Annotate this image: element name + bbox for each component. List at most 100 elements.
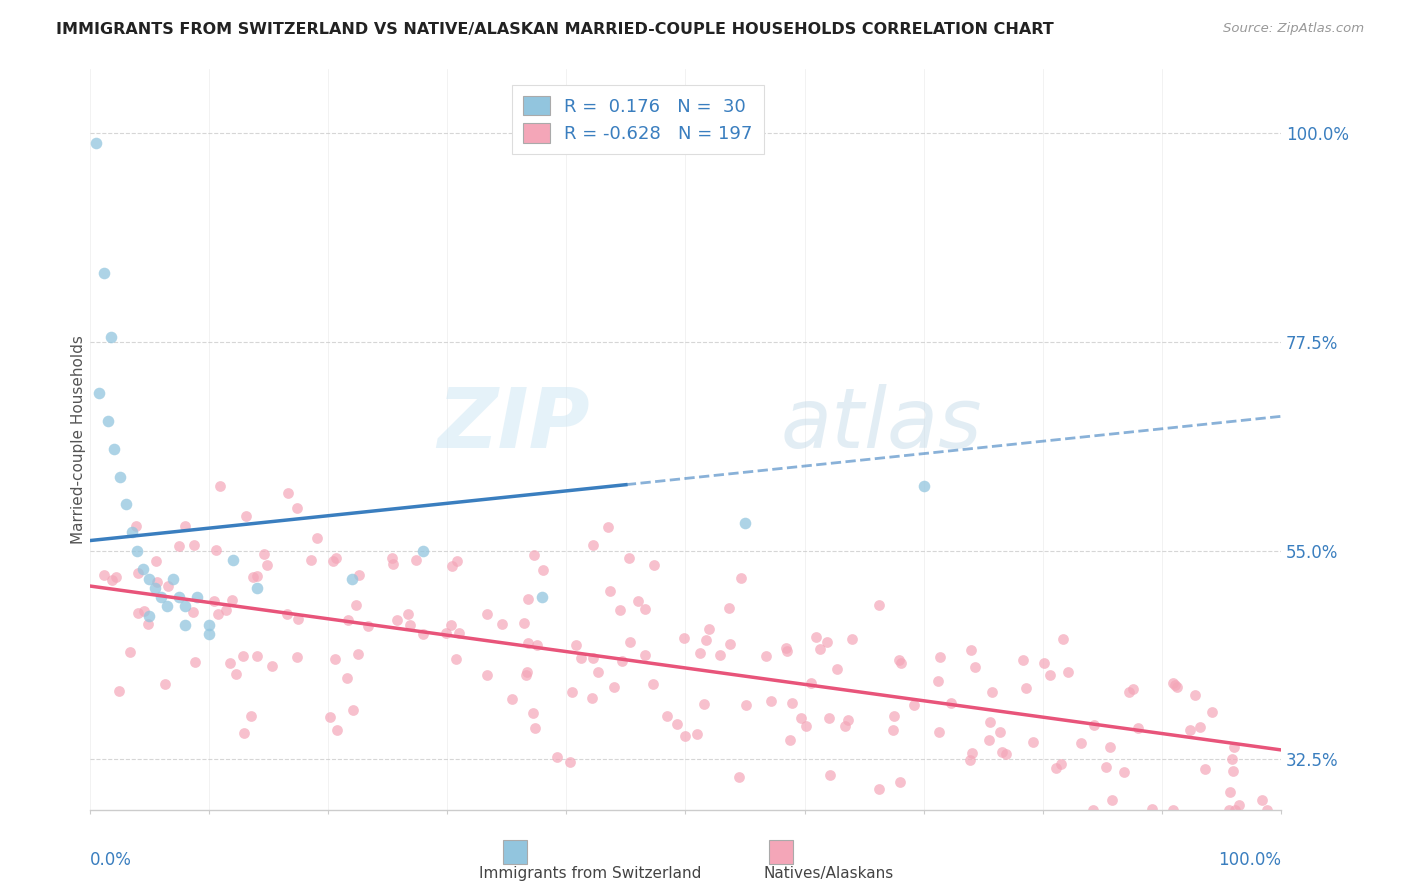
Point <box>276 607 298 622</box>
Point <box>609 603 631 617</box>
Point <box>325 652 347 666</box>
Point <box>1219 785 1241 799</box>
Point <box>965 659 987 673</box>
Point <box>202 593 225 607</box>
Point <box>903 698 925 712</box>
Point <box>232 726 254 740</box>
Point <box>523 548 546 562</box>
Point <box>256 558 278 573</box>
Point <box>959 643 981 657</box>
Point <box>1050 757 1073 772</box>
Point <box>342 703 364 717</box>
Point <box>1118 685 1140 699</box>
Point <box>103 442 125 456</box>
Point <box>526 638 548 652</box>
Point <box>569 650 592 665</box>
Point <box>1101 793 1123 807</box>
Point <box>162 572 184 586</box>
Point <box>114 497 136 511</box>
Text: 0.0%: 0.0% <box>90 851 132 869</box>
Point <box>246 648 269 663</box>
Point <box>207 607 229 622</box>
Point <box>889 775 911 789</box>
Legend: R =  0.176   N =  30, R = -0.628   N = 197: R = 0.176 N = 30, R = -0.628 N = 197 <box>512 85 763 153</box>
Point <box>643 558 665 572</box>
Point <box>100 330 122 344</box>
Point <box>138 572 160 586</box>
Point <box>385 613 408 627</box>
Point <box>174 599 197 614</box>
Point <box>1222 764 1244 779</box>
Point <box>440 558 463 573</box>
Point <box>307 531 329 545</box>
Point <box>253 547 276 561</box>
Point <box>522 706 544 720</box>
Point <box>444 652 467 666</box>
Point <box>399 618 422 632</box>
Text: IMMIGRANTS FROM SWITZERLAND VS NATIVE/ALASKAN MARRIED-COUPLE HOUSEHOLDS CORRELAT: IMMIGRANTS FROM SWITZERLAND VS NATIVE/AL… <box>56 22 1054 37</box>
Point <box>475 607 498 621</box>
Point <box>157 579 180 593</box>
Point <box>412 627 434 641</box>
Point <box>1220 752 1243 766</box>
Point <box>475 668 498 682</box>
Point <box>959 753 981 767</box>
Point <box>531 590 554 604</box>
Text: 100.0%: 100.0% <box>1218 851 1281 869</box>
Point <box>1057 665 1080 680</box>
Point <box>602 680 624 694</box>
Point <box>755 648 778 663</box>
Point <box>524 721 547 735</box>
Point <box>1045 761 1067 775</box>
Point <box>887 653 910 667</box>
Point <box>1021 735 1043 749</box>
Point <box>1032 657 1054 671</box>
Point <box>336 613 359 627</box>
Point <box>991 745 1014 759</box>
Point <box>347 568 370 582</box>
Point <box>285 500 308 515</box>
Point <box>205 542 228 557</box>
Point <box>586 665 609 679</box>
Point <box>818 711 841 725</box>
Point <box>834 719 856 733</box>
Point <box>692 698 714 712</box>
Point <box>347 647 370 661</box>
Point <box>285 649 308 664</box>
Point <box>612 654 634 668</box>
Point <box>513 615 536 630</box>
Point <box>699 622 721 636</box>
Text: Immigrants from Switzerland: Immigrants from Switzerland <box>479 866 702 881</box>
Point <box>340 572 363 586</box>
Point <box>979 733 1001 747</box>
Point <box>990 725 1012 739</box>
Point <box>775 641 797 656</box>
Point <box>89 386 111 401</box>
Point <box>222 553 245 567</box>
Point <box>730 571 752 585</box>
Point <box>547 750 569 764</box>
Point <box>794 719 817 733</box>
Point <box>939 696 962 710</box>
Point <box>184 656 207 670</box>
Point <box>1223 804 1246 818</box>
Point <box>325 551 347 566</box>
Point <box>396 607 419 621</box>
Point <box>516 665 538 679</box>
Point <box>127 566 149 580</box>
Point <box>319 709 342 723</box>
Point <box>673 729 696 743</box>
Point <box>928 724 950 739</box>
Point <box>728 770 751 784</box>
Point <box>108 469 131 483</box>
Point <box>804 631 827 645</box>
Point <box>1189 720 1212 734</box>
Point <box>245 569 267 583</box>
Point <box>1161 675 1184 690</box>
Point <box>183 538 205 552</box>
Point <box>790 711 813 725</box>
Point <box>405 553 427 567</box>
Point <box>447 625 470 640</box>
Point <box>1201 705 1223 719</box>
Point <box>634 648 657 662</box>
